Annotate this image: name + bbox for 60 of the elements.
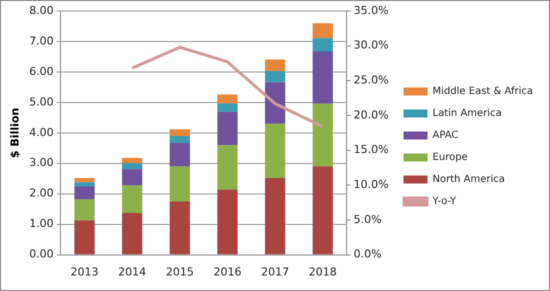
bar bbox=[312, 23, 333, 38]
x-tick-label: 2018 bbox=[308, 265, 337, 278]
legend-label: North America bbox=[432, 174, 505, 186]
y-tick-label: 3.00 bbox=[29, 156, 54, 170]
bar bbox=[122, 163, 142, 170]
bar bbox=[74, 199, 95, 220]
legend-label: Middle East & Africa bbox=[432, 86, 534, 98]
y2-tick-label: 5.0% bbox=[354, 212, 382, 226]
legend-label: Y-o-Y bbox=[432, 196, 457, 208]
bar bbox=[217, 190, 238, 254]
bar bbox=[217, 145, 238, 190]
y2-tick-label: 25.0% bbox=[354, 74, 389, 87]
x-tick-label: 2016 bbox=[213, 265, 242, 278]
bar bbox=[170, 201, 190, 254]
bar bbox=[170, 166, 190, 202]
y2-tick-label: 30.0% bbox=[354, 38, 389, 52]
y-tick-label: 6.00 bbox=[29, 64, 54, 78]
x-tick-label: 2013 bbox=[70, 265, 99, 278]
y-tick-label: 0.00 bbox=[29, 248, 54, 261]
y2-tick-label: 15.0% bbox=[354, 143, 389, 156]
y-tick-label: 8.00 bbox=[29, 4, 54, 17]
y-tick-label: 1.00 bbox=[29, 217, 54, 230]
bar bbox=[217, 103, 238, 112]
bar bbox=[264, 178, 286, 254]
bar bbox=[74, 186, 95, 200]
y2-tick-label: 10.0% bbox=[354, 178, 389, 191]
bar bbox=[122, 213, 142, 254]
legend-label: Latin America bbox=[432, 108, 502, 120]
y-tick-label: 5.00 bbox=[29, 95, 54, 108]
y-tick-label: 4.00 bbox=[29, 126, 54, 139]
bar bbox=[217, 112, 238, 146]
bar bbox=[264, 124, 286, 178]
legend-label: APAC bbox=[432, 130, 458, 142]
y2-tick-label: 35.0% bbox=[354, 4, 389, 17]
bar bbox=[264, 59, 286, 72]
y2-tick-label: 0.0% bbox=[354, 248, 382, 261]
bar bbox=[170, 142, 190, 166]
x-tick-label: 2014 bbox=[118, 265, 146, 278]
bar bbox=[312, 104, 333, 166]
y-tick-label: 7.00 bbox=[29, 34, 54, 48]
bar bbox=[122, 185, 142, 214]
bar bbox=[122, 158, 142, 164]
bar bbox=[264, 71, 286, 82]
bar bbox=[312, 166, 333, 254]
bar bbox=[74, 220, 95, 254]
bar bbox=[74, 178, 95, 182]
bar bbox=[170, 136, 190, 143]
bar bbox=[217, 94, 238, 104]
bar bbox=[74, 182, 95, 187]
x-tick-label: 2015 bbox=[166, 265, 194, 278]
y-tick-label: 2.00 bbox=[29, 186, 54, 200]
bar bbox=[312, 38, 333, 52]
bar bbox=[170, 129, 190, 136]
bar bbox=[264, 82, 286, 124]
y-axis-title: $ Billion bbox=[8, 108, 22, 158]
bar bbox=[312, 52, 333, 104]
y2-tick-label: 20.0% bbox=[354, 108, 389, 122]
legend-label: Europe bbox=[432, 152, 468, 164]
bar bbox=[122, 169, 142, 186]
x-tick-label: 2017 bbox=[261, 265, 290, 278]
